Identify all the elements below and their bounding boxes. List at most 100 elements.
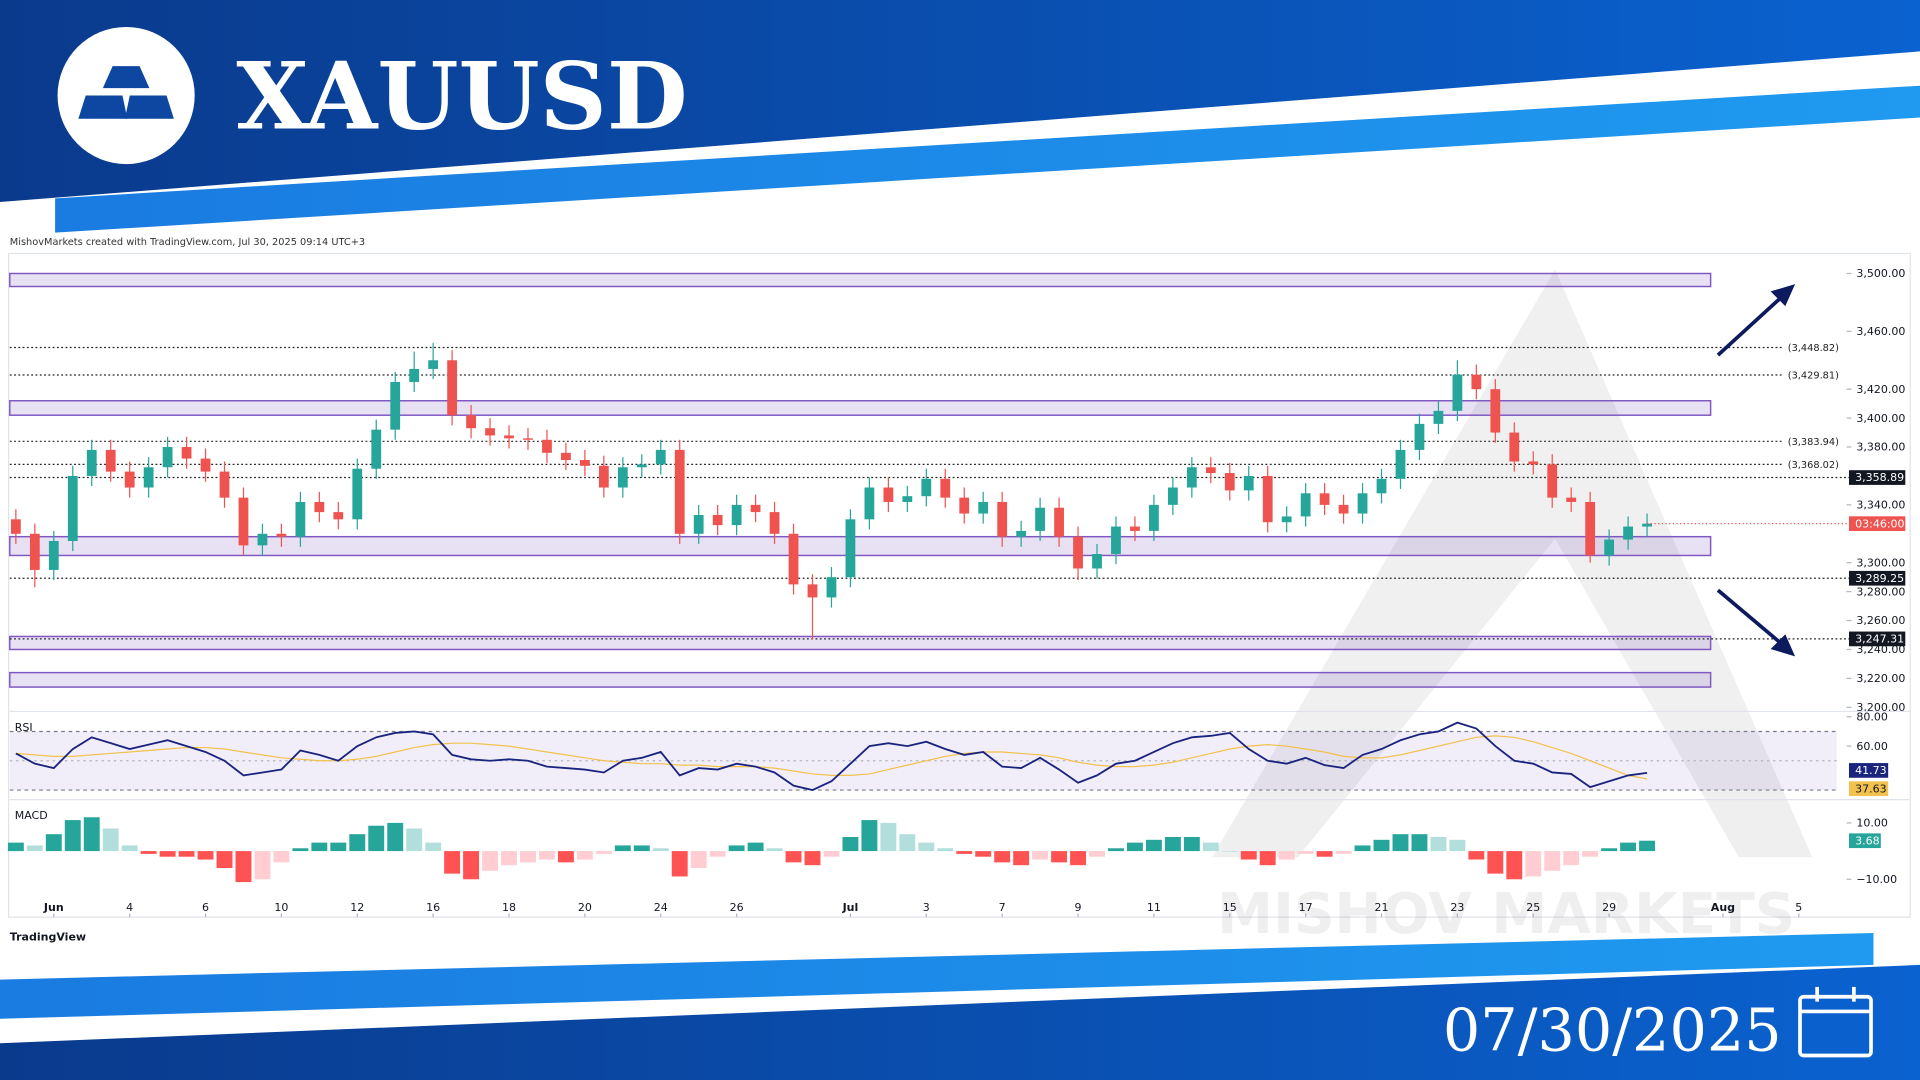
candle xyxy=(750,504,761,513)
footer-band xyxy=(0,964,1920,1080)
candle xyxy=(1357,493,1368,514)
x-tick-label: 18 xyxy=(502,901,516,914)
arrow-head xyxy=(1770,284,1796,307)
candle xyxy=(731,504,742,526)
candle xyxy=(845,519,856,578)
macd-bar xyxy=(425,842,442,852)
macd-bar xyxy=(349,834,366,852)
x-tick-label: 10 xyxy=(274,901,288,914)
x-tick-label: 21 xyxy=(1375,901,1389,914)
macd-bar xyxy=(557,851,574,863)
macd-bar xyxy=(311,842,328,852)
zone xyxy=(9,635,1712,651)
logo-mark xyxy=(124,95,174,119)
macd-bar xyxy=(1145,839,1162,852)
y-tick-label: 3,300.00 xyxy=(1856,556,1905,569)
macd-bar xyxy=(1430,836,1447,852)
attribution: MishovMarkets created with TradingView.c… xyxy=(10,237,365,248)
arrow-down xyxy=(1716,588,1789,651)
candle xyxy=(1414,423,1425,450)
candle xyxy=(1528,461,1539,465)
candle xyxy=(1073,536,1083,569)
candle xyxy=(1224,473,1235,491)
macd-bar xyxy=(1089,851,1105,857)
candle xyxy=(1054,507,1064,537)
macd-bar xyxy=(64,820,81,852)
macd-bar xyxy=(1070,851,1086,866)
x-tick-label: 24 xyxy=(654,901,668,914)
macd-bar xyxy=(520,851,536,863)
macd-bar xyxy=(482,851,499,871)
macd-bar xyxy=(1468,851,1485,860)
countdown: 03:46:00 xyxy=(1855,517,1904,530)
candle xyxy=(1642,523,1652,527)
value-tag xyxy=(1848,833,1881,849)
macd-bar xyxy=(1563,851,1580,866)
candle xyxy=(67,475,78,542)
macd-bar xyxy=(1354,845,1371,852)
candle xyxy=(447,360,458,416)
candle xyxy=(1262,475,1273,523)
value-tag-label: 41.73 xyxy=(1855,764,1887,777)
x-tick-label: 4 xyxy=(126,901,133,914)
macd-bar xyxy=(633,845,650,852)
macd-bar xyxy=(652,848,669,852)
candle xyxy=(276,533,287,537)
candle xyxy=(1167,487,1178,505)
candle xyxy=(352,468,363,520)
macd-bar xyxy=(254,851,271,880)
x-tick-label: 25 xyxy=(1526,901,1540,914)
candle xyxy=(409,368,420,382)
candle xyxy=(1243,475,1254,491)
level-label: (3,383.94) xyxy=(1788,437,1839,448)
zone xyxy=(9,400,1712,416)
macd-bar xyxy=(1164,836,1181,852)
x-tick-label: Jul xyxy=(842,901,859,914)
macd-bar xyxy=(7,842,24,852)
candle xyxy=(902,496,913,502)
macd-bar xyxy=(1620,842,1637,852)
value-tag xyxy=(1848,781,1889,797)
y-tick-label: 10.00 xyxy=(1856,817,1888,830)
level-label: (3,448.82) xyxy=(1788,343,1839,354)
candle xyxy=(655,449,666,465)
x-tick-label: 5 xyxy=(1795,901,1802,914)
macd-bar xyxy=(1316,851,1333,857)
macd-bar xyxy=(1221,851,1238,852)
candle xyxy=(504,435,514,439)
macd-bar xyxy=(1032,851,1049,860)
x-tick-label: 26 xyxy=(730,901,744,914)
candle xyxy=(143,467,154,488)
macd-bar xyxy=(1278,851,1295,860)
candle xyxy=(1566,497,1577,502)
candle xyxy=(10,519,21,534)
y-tick-label: 3,280.00 xyxy=(1856,585,1905,598)
macd-bar xyxy=(1506,851,1523,880)
candle xyxy=(542,439,552,453)
macd-bar xyxy=(1601,848,1618,852)
candle xyxy=(978,501,989,514)
candle xyxy=(1623,526,1633,540)
candle xyxy=(162,447,173,468)
candle xyxy=(314,501,325,513)
macd-bar xyxy=(937,848,954,852)
y-tick-label: −10.00 xyxy=(1856,873,1897,886)
header-stripe xyxy=(55,85,1920,233)
macd-bar xyxy=(1582,851,1599,857)
macd-bar xyxy=(1392,834,1409,852)
y-tick-label: 3,340.00 xyxy=(1856,499,1905,512)
macd-bar xyxy=(747,842,764,852)
header-band xyxy=(0,0,1920,203)
price-tag xyxy=(1848,570,1906,586)
y-tick-label: 3,260.00 xyxy=(1856,614,1905,627)
candle xyxy=(428,360,439,369)
candle xyxy=(579,460,590,466)
candle xyxy=(105,449,116,472)
candle xyxy=(883,487,894,502)
candle xyxy=(1111,526,1121,555)
candle xyxy=(712,514,723,526)
macd-bar xyxy=(1544,851,1561,871)
macd-bar xyxy=(1108,848,1124,852)
macd-bar xyxy=(140,851,157,854)
candle xyxy=(1319,493,1330,505)
